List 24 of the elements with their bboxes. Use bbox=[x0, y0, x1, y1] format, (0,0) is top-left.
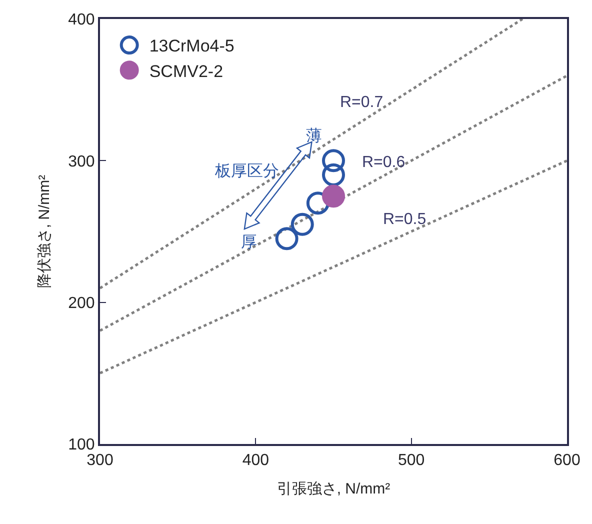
legend-label: 13CrMo4-5 bbox=[149, 36, 234, 56]
x-axis-title: 引張強さ, N/mm² bbox=[276, 480, 390, 498]
point bbox=[275, 227, 298, 250]
y-tick-label: 200 bbox=[68, 294, 95, 312]
y-tick-label: 400 bbox=[68, 12, 95, 29]
x-tick-label: 600 bbox=[554, 452, 580, 470]
annotation: 厚 bbox=[241, 234, 257, 251]
annotation: R=0.5 bbox=[383, 211, 426, 228]
legend-label: SCMV2-2 bbox=[149, 62, 224, 81]
annotation: R=0.6 bbox=[362, 154, 406, 171]
point bbox=[306, 192, 330, 215]
point bbox=[290, 212, 314, 236]
point bbox=[322, 149, 345, 172]
point bbox=[322, 184, 345, 208]
x-tick-label: 400 bbox=[242, 452, 270, 470]
annotation: 板厚区分 bbox=[214, 163, 279, 180]
annotation: 薄 bbox=[306, 127, 322, 145]
x-tick-label: 300 bbox=[86, 452, 114, 470]
y-tick-label: 300 bbox=[68, 153, 95, 170]
x-tick-label: 500 bbox=[398, 452, 425, 470]
point bbox=[322, 163, 345, 186]
y-axis-title: 降伏強さ, N/mm² bbox=[36, 174, 53, 288]
annotation: R=0.7 bbox=[340, 94, 384, 111]
y-tick-label: 100 bbox=[68, 436, 95, 454]
